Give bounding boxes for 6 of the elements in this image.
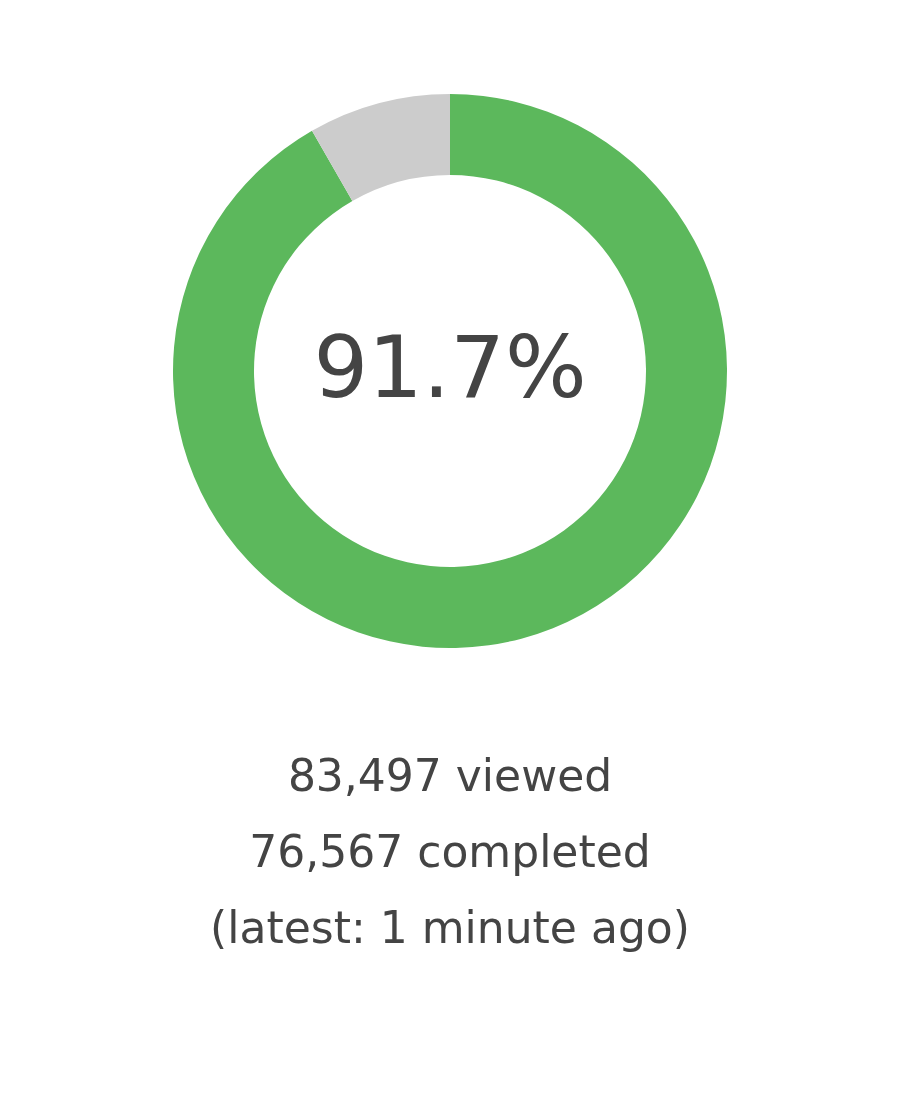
text: (latest: 1 minute ago) [210,902,690,953]
data-label: 91.7% [313,317,587,417]
donut-slice [312,94,450,202]
text: 76,567 completed [249,826,651,877]
text: 83,497 viewed [287,750,613,801]
donut-slice [173,94,727,648]
